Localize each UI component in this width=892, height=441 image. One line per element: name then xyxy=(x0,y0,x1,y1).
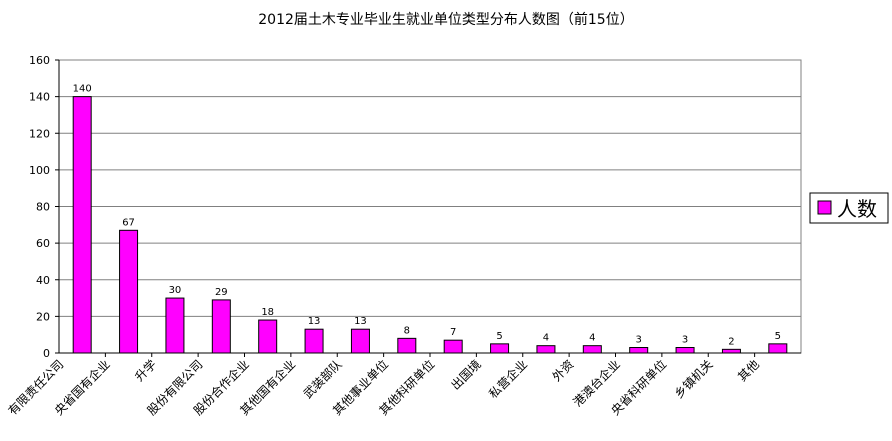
bar xyxy=(536,345,556,354)
bar xyxy=(165,297,185,354)
data-label: 8 xyxy=(404,325,410,336)
bar xyxy=(304,328,324,354)
data-label: 13 xyxy=(354,316,367,327)
y-tick-label: 60 xyxy=(36,237,50,250)
data-label: 140 xyxy=(73,84,92,95)
y-tick-label: 100 xyxy=(29,164,50,177)
y-tick-label: 160 xyxy=(29,54,50,67)
bar xyxy=(397,337,417,354)
bars xyxy=(72,96,788,354)
data-label: 5 xyxy=(775,331,781,342)
x-tick-label: 出国境 xyxy=(448,357,484,393)
data-label: 3 xyxy=(682,335,688,346)
data-label: 13 xyxy=(308,316,321,327)
bar xyxy=(721,348,741,354)
bar xyxy=(582,345,602,354)
data-label: 4 xyxy=(589,333,595,344)
x-tick-label: 其他 xyxy=(735,357,762,384)
bar xyxy=(768,343,788,354)
y-tick-label: 140 xyxy=(29,91,50,104)
data-label: 2 xyxy=(728,336,734,347)
bar xyxy=(350,328,370,354)
y-axis: 0 20 40 60 80 100 120 140 160 xyxy=(29,54,60,360)
bar xyxy=(211,299,231,354)
data-label: 5 xyxy=(496,331,502,342)
bar xyxy=(443,339,463,354)
bar xyxy=(119,229,139,354)
y-tick-label: 120 xyxy=(29,127,50,140)
legend-label: 人数 xyxy=(837,197,877,221)
data-label: 18 xyxy=(261,307,274,318)
x-tick-label: 外资 xyxy=(550,357,577,384)
bar xyxy=(490,343,510,354)
y-tick-label: 0 xyxy=(43,347,50,360)
x-tick-label: 升学 xyxy=(131,357,159,385)
bar xyxy=(675,347,695,354)
data-label: 30 xyxy=(169,285,182,296)
data-label: 3 xyxy=(636,335,642,346)
data-label: 7 xyxy=(450,327,456,338)
y-tick-label: 40 xyxy=(36,274,50,287)
x-tick-label: 乡镇机关 xyxy=(672,357,716,401)
bar xyxy=(629,347,649,354)
chart-title: 2012届土木专业毕业生就业单位类型分布人数图（前15位） xyxy=(258,11,633,28)
y-tick-label: 80 xyxy=(36,201,50,214)
x-tick-label: 私营企业 xyxy=(486,357,531,402)
y-tick-label: 20 xyxy=(36,310,50,323)
legend-swatch xyxy=(817,200,832,215)
data-label: 67 xyxy=(122,217,135,228)
bar xyxy=(72,96,92,354)
bar xyxy=(258,319,278,354)
legend: 人数 xyxy=(809,192,889,224)
data-label: 4 xyxy=(543,333,549,344)
data-label: 29 xyxy=(215,287,228,298)
x-tick-label: 武装部队 xyxy=(300,357,345,402)
data-labels: 140 67 30 29 18 13 13 8 7 5 4 4 3 3 2 5 xyxy=(73,84,781,348)
